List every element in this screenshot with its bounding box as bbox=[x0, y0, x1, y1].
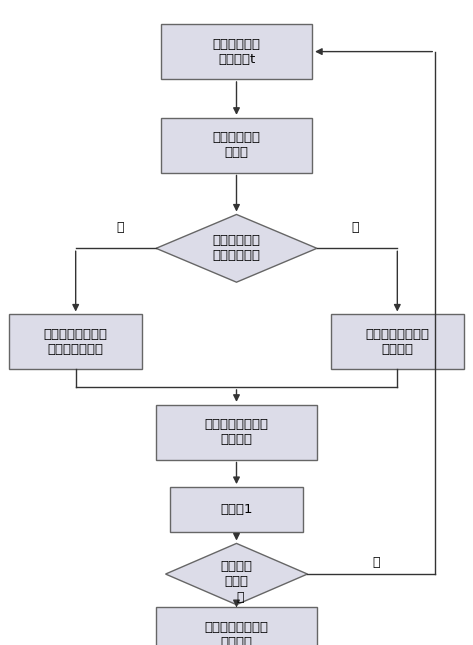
Polygon shape bbox=[166, 543, 307, 605]
FancyBboxPatch shape bbox=[156, 608, 317, 645]
Text: 求图像中点到标识
线的距离: 求图像中点到标识 线的距离 bbox=[204, 418, 269, 446]
Text: 跟踪方法求标识线
参数方程: 跟踪方法求标识线 参数方程 bbox=[365, 328, 429, 356]
Text: 是否超过
总帧数: 是否超过 总帧数 bbox=[220, 560, 253, 588]
Text: 是: 是 bbox=[117, 221, 124, 233]
FancyBboxPatch shape bbox=[161, 117, 312, 172]
Text: 否: 否 bbox=[351, 221, 359, 233]
Polygon shape bbox=[156, 214, 317, 283]
Text: 将视频图像进
行标定: 将视频图像进 行标定 bbox=[212, 131, 261, 159]
FancyBboxPatch shape bbox=[170, 487, 303, 532]
Text: 帧号加1: 帧号加1 bbox=[220, 503, 253, 516]
Text: 检测是否有新
的标识线出现: 检测是否有新 的标识线出现 bbox=[212, 234, 261, 263]
FancyBboxPatch shape bbox=[161, 24, 312, 79]
Text: 计算出汽车列车的
行驶轨迹: 计算出汽车列车的 行驶轨迹 bbox=[204, 620, 269, 645]
Text: 读取一帧图片
记录帧号t: 读取一帧图片 记录帧号t bbox=[212, 37, 261, 66]
Text: 是: 是 bbox=[236, 591, 244, 604]
FancyBboxPatch shape bbox=[331, 315, 464, 369]
FancyBboxPatch shape bbox=[156, 405, 317, 459]
Text: 否: 否 bbox=[373, 556, 380, 569]
FancyBboxPatch shape bbox=[9, 315, 142, 369]
Text: 点聚类方法求新标
识线的参数方程: 点聚类方法求新标 识线的参数方程 bbox=[44, 328, 108, 356]
